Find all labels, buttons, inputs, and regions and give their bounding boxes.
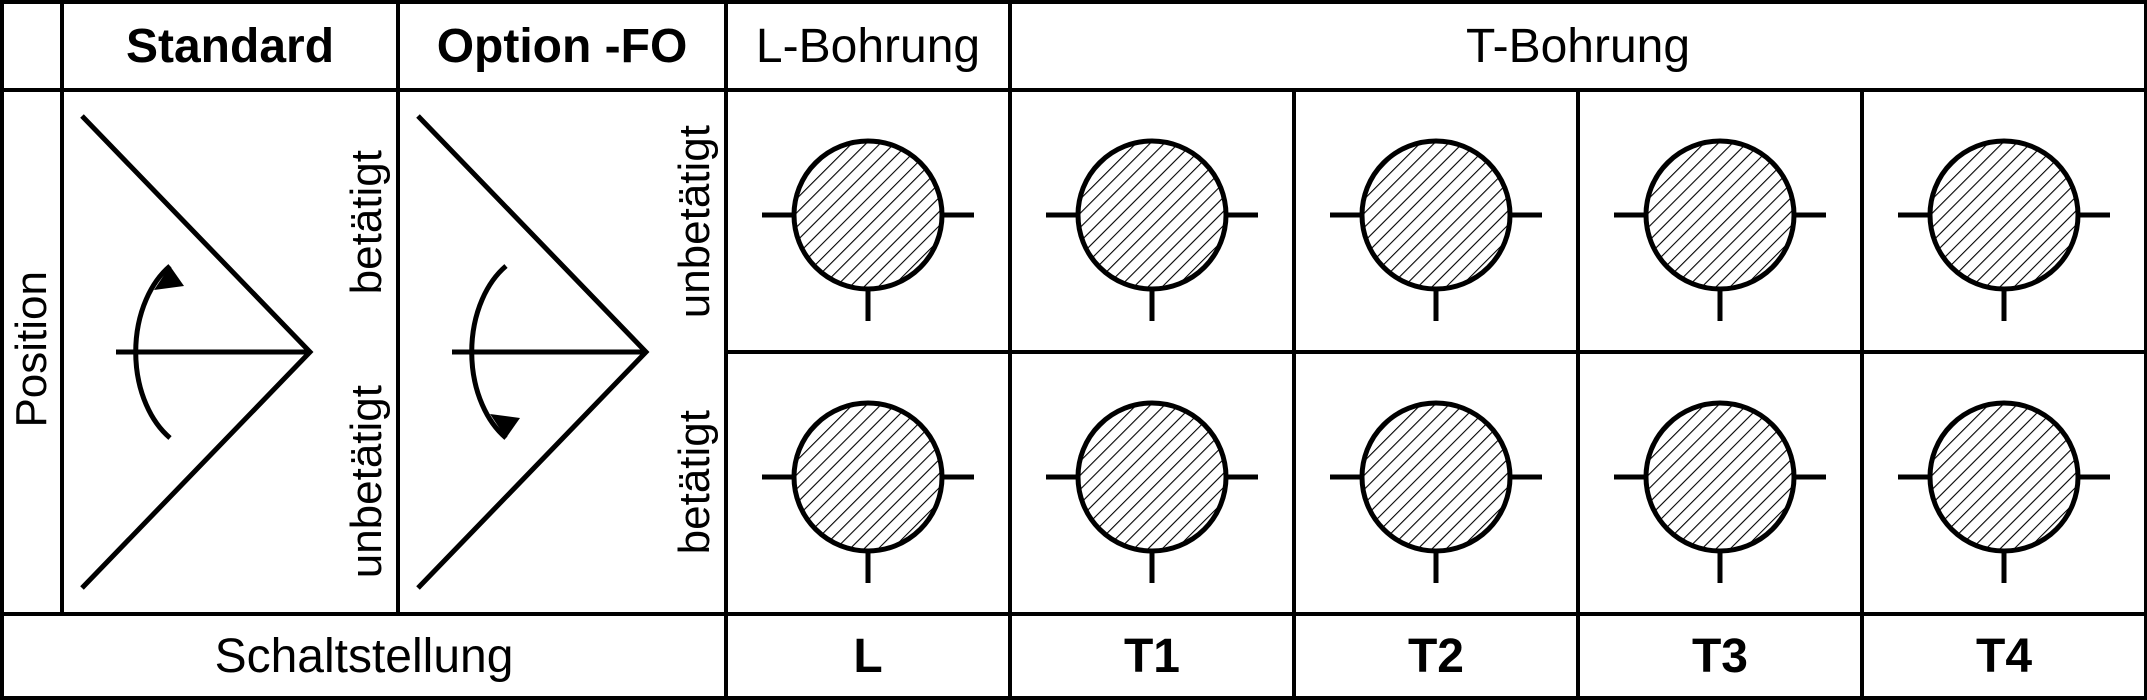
valve-T3-row1	[1578, 90, 1862, 352]
valve-symbol-icon	[1306, 363, 1566, 603]
header-row: Standard Option -FO L-Bohrung T-Bohrung	[2, 2, 2146, 90]
valve-symbol-icon	[1874, 101, 2134, 341]
valve-symbol-icon	[1874, 363, 2134, 603]
valve-T3-row2	[1578, 352, 1862, 614]
valve-T2-row2	[1294, 352, 1578, 614]
valve-symbol-icon	[738, 101, 998, 341]
valve-L-row2	[726, 352, 1010, 614]
row-state-label: unbetätigt	[670, 125, 720, 318]
valve-symbol-icon	[1306, 101, 1566, 341]
footer-row: Schaltstellung L T1 T2 T3 T4	[2, 614, 2146, 698]
footer-T1: T1	[1010, 614, 1294, 698]
valve-symbol-icon	[738, 363, 998, 603]
main-table: Standard Option -FO L-Bohrung T-Bohrung …	[0, 0, 2147, 700]
row-state-label: betätigt	[342, 150, 392, 294]
valve-T4-row1	[1862, 90, 2146, 352]
standard-actuator-cell: betätigt unbetätigt	[62, 90, 398, 614]
valve-symbol-icon	[1590, 363, 1850, 603]
footer-schaltstellung: Schaltstellung	[2, 614, 726, 698]
row-state-label: betätigt	[670, 410, 720, 554]
option-fo-actuator-cell: unbetätigt betätigt	[398, 90, 726, 614]
valve-position-table: Standard Option -FO L-Bohrung T-Bohrung …	[0, 0, 2147, 700]
valve-symbol-icon	[1590, 101, 1850, 341]
header-standard: Standard	[62, 2, 398, 90]
valve-T2-row1	[1294, 90, 1578, 352]
header-t-bohrung: T-Bohrung	[1010, 2, 2146, 90]
valve-T4-row2	[1862, 352, 2146, 614]
footer-T2: T2	[1294, 614, 1578, 698]
header-option-fo: Option -FO	[398, 2, 726, 90]
header-blank	[2, 2, 62, 90]
footer-T4: T4	[1862, 614, 2146, 698]
position-label: Position	[7, 271, 57, 428]
valve-L-row1	[726, 90, 1010, 352]
valve-symbol-icon	[1022, 363, 1282, 603]
header-l-bohrung: L-Bohrung	[726, 2, 1010, 90]
actuator-indicator-icon	[64, 92, 384, 612]
valve-symbol-icon	[1022, 101, 1282, 341]
row-state-label: unbetätigt	[342, 385, 392, 578]
valve-T1-row1	[1010, 90, 1294, 352]
valve-T1-row2	[1010, 352, 1294, 614]
footer-T3: T3	[1578, 614, 1862, 698]
body-row-1: Position betätigtunbetätigt unbetätigtbe…	[2, 90, 2146, 352]
position-label-cell: Position	[2, 90, 62, 614]
footer-L: L	[726, 614, 1010, 698]
